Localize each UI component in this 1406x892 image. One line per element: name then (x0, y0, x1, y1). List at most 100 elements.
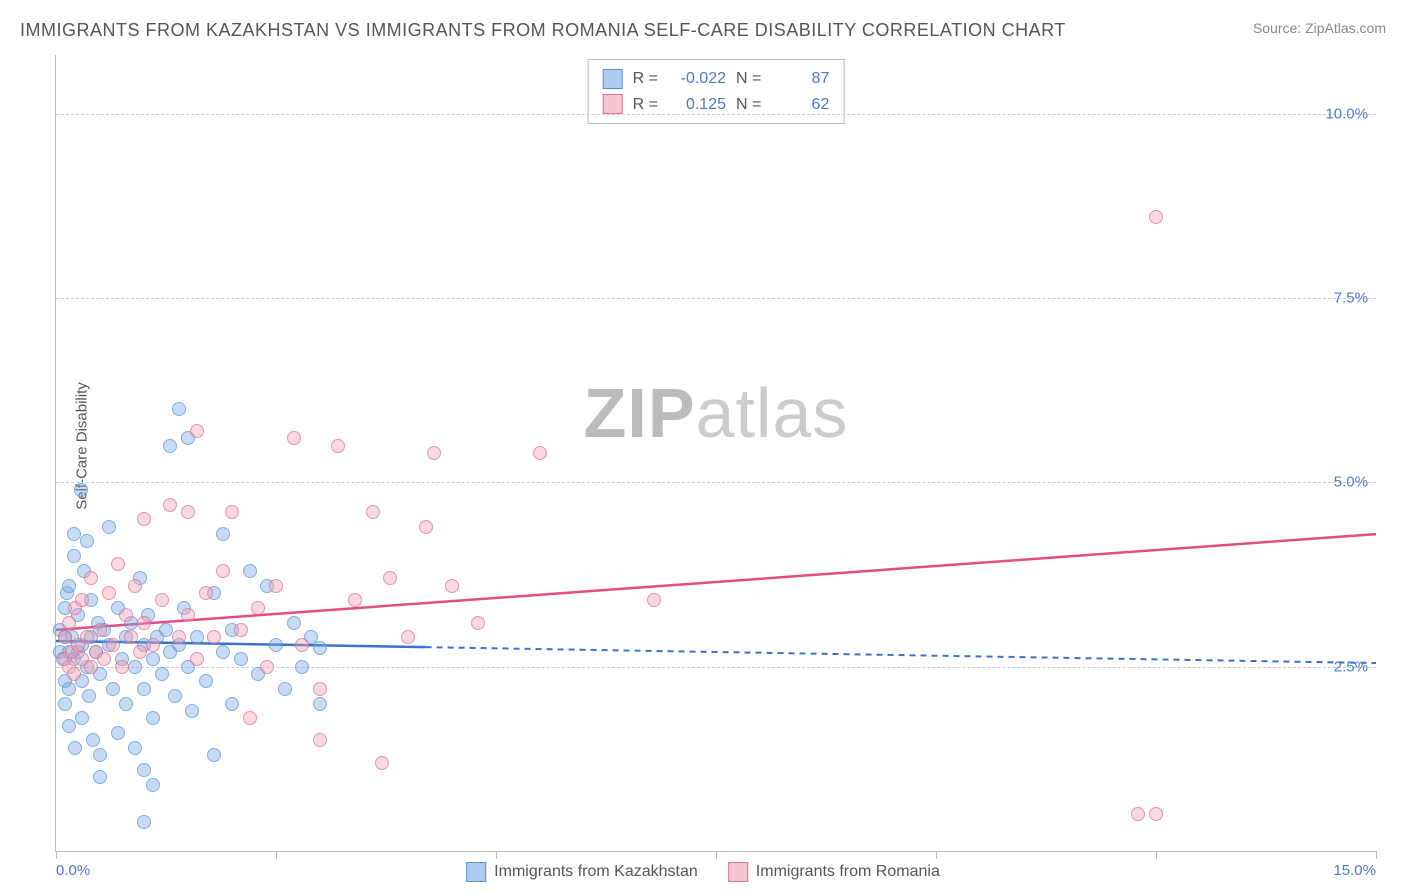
data-point (1149, 210, 1163, 224)
data-point (533, 446, 547, 460)
r-label: R = (633, 66, 658, 92)
data-point (106, 682, 120, 696)
data-point (67, 667, 81, 681)
data-point (313, 641, 327, 655)
data-point (128, 660, 142, 674)
data-point (216, 564, 230, 578)
data-point (225, 697, 239, 711)
data-point (234, 652, 248, 666)
data-point (128, 741, 142, 755)
legend-item-kazakhstan: Immigrants from Kazakhstan (466, 862, 698, 882)
data-point (58, 630, 72, 644)
data-point (137, 512, 151, 526)
data-point (159, 623, 173, 637)
data-point (74, 483, 88, 497)
data-point (75, 593, 89, 607)
data-point (234, 623, 248, 637)
data-point (243, 711, 257, 725)
swatch-blue-icon (466, 862, 486, 882)
data-point (216, 527, 230, 541)
data-point (111, 557, 125, 571)
data-point (124, 630, 138, 644)
data-point (445, 579, 459, 593)
swatch-pink-icon (728, 862, 748, 882)
chart-plot-area: ZIPatlas R = -0.022 N = 87 R = 0.125 N =… (55, 55, 1376, 852)
data-point (190, 424, 204, 438)
data-point (295, 638, 309, 652)
data-point (1131, 807, 1145, 821)
data-point (106, 638, 120, 652)
legend-row-kazakhstan: R = -0.022 N = 87 (603, 66, 830, 92)
x-tick (1376, 851, 1377, 859)
data-point (331, 439, 345, 453)
data-point (93, 748, 107, 762)
data-point (68, 741, 82, 755)
chart-title: IMMIGRANTS FROM KAZAKHSTAN VS IMMIGRANTS… (20, 20, 1066, 41)
data-point (62, 719, 76, 733)
data-point (128, 579, 142, 593)
data-point (185, 704, 199, 718)
data-point (190, 630, 204, 644)
gridline (56, 298, 1376, 299)
x-tick (496, 851, 497, 859)
data-point (295, 660, 309, 674)
data-point (181, 608, 195, 622)
y-tick-label: 10.0% (1325, 105, 1368, 122)
data-point (84, 660, 98, 674)
trend-lines (56, 55, 1376, 851)
data-point (375, 756, 389, 770)
data-point (67, 527, 81, 541)
data-point (260, 660, 274, 674)
data-point (383, 571, 397, 585)
legend-series: Immigrants from Kazakhstan Immigrants fr… (466, 862, 940, 882)
data-point (172, 402, 186, 416)
data-point (137, 763, 151, 777)
data-point (269, 638, 283, 652)
data-point (58, 697, 72, 711)
gridline (56, 114, 1376, 115)
legend-item-romania: Immigrants from Romania (728, 862, 940, 882)
data-point (84, 571, 98, 585)
data-point (155, 593, 169, 607)
x-tick (936, 851, 937, 859)
data-point (181, 505, 195, 519)
x-tick (56, 851, 57, 859)
data-point (146, 652, 160, 666)
data-point (80, 630, 94, 644)
legend-label: Immigrants from Romania (756, 863, 940, 881)
data-point (75, 711, 89, 725)
data-point (80, 534, 94, 548)
data-point (243, 564, 257, 578)
data-point (62, 682, 76, 696)
data-point (146, 711, 160, 725)
data-point (199, 586, 213, 600)
x-tick (1156, 851, 1157, 859)
data-point (93, 623, 107, 637)
data-point (172, 630, 186, 644)
data-point (313, 733, 327, 747)
data-point (647, 593, 661, 607)
n-value-kazakhstan: 87 (771, 66, 829, 92)
data-point (471, 616, 485, 630)
data-point (190, 652, 204, 666)
r-value-kazakhstan: -0.022 (668, 66, 726, 92)
x-tick (276, 851, 277, 859)
x-tick (716, 851, 717, 859)
data-point (137, 616, 151, 630)
data-point (225, 505, 239, 519)
swatch-blue-icon (603, 69, 623, 89)
data-point (419, 520, 433, 534)
x-tick-label: 15.0% (1333, 862, 1376, 879)
watermark: ZIPatlas (584, 373, 849, 453)
data-point (146, 638, 160, 652)
data-point (119, 608, 133, 622)
data-point (168, 689, 182, 703)
data-point (155, 667, 169, 681)
data-point (251, 601, 265, 615)
x-tick-label: 0.0% (56, 862, 90, 879)
data-point (207, 630, 221, 644)
data-point (93, 770, 107, 784)
data-point (287, 431, 301, 445)
n-label: N = (736, 66, 761, 92)
data-point (67, 549, 81, 563)
